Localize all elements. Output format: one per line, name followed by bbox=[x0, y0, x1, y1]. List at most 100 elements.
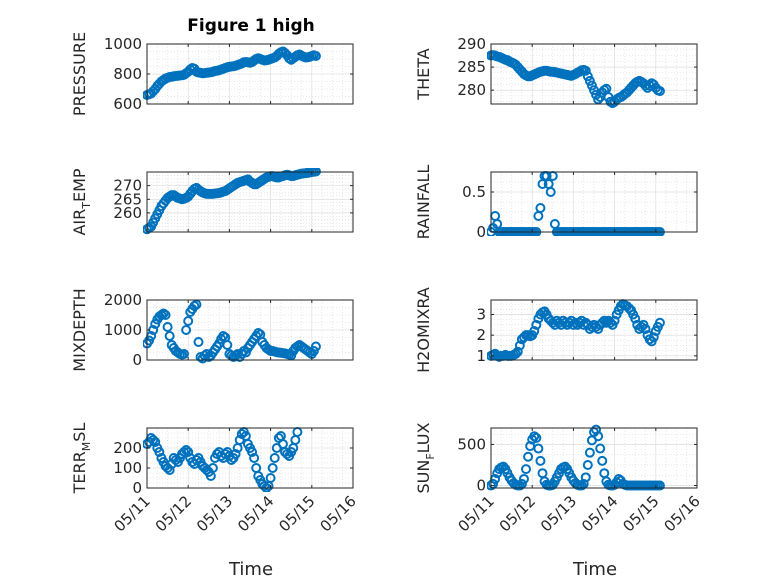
subplot-theta: 280 285 290 THETA bbox=[414, 35, 698, 108]
x-tick-label: 05/14 bbox=[234, 492, 277, 535]
data-point bbox=[269, 453, 280, 463]
data-point bbox=[521, 464, 532, 475]
x-tick-label: 05/13 bbox=[537, 492, 580, 535]
data-point bbox=[150, 437, 161, 447]
subplot-mixdepth: 0 1000 2000 MIXDEPTH bbox=[70, 288, 354, 372]
y-tick-label: 100 bbox=[113, 459, 142, 477]
data-point bbox=[630, 313, 641, 324]
axes-box bbox=[490, 171, 698, 233]
data-series bbox=[143, 46, 321, 100]
data-point bbox=[597, 455, 608, 466]
y-tick-label: 270 bbox=[113, 177, 142, 195]
x-tick-label: 05/11 bbox=[111, 492, 154, 535]
data-point bbox=[183, 447, 194, 457]
x-tick-label: 05/12 bbox=[496, 492, 539, 535]
subplot-rainfall: 0 0.5 RAINFALL bbox=[414, 165, 698, 241]
data-point bbox=[230, 449, 241, 459]
y-axis-label: RAINFALL bbox=[414, 165, 433, 240]
data-point bbox=[181, 325, 192, 335]
data-point bbox=[193, 337, 204, 347]
y-tick-label: 0 bbox=[132, 351, 142, 369]
data-point bbox=[518, 473, 529, 484]
data-point bbox=[593, 94, 604, 105]
data-point bbox=[595, 443, 606, 454]
data-point bbox=[222, 340, 233, 350]
data-point bbox=[545, 187, 556, 197]
data-point bbox=[523, 451, 534, 462]
data-point bbox=[609, 315, 620, 326]
data-point bbox=[529, 326, 540, 337]
subplot-h2omixra: 1 2 3 H2OMIXRA bbox=[414, 287, 698, 373]
data-point bbox=[582, 459, 593, 470]
data-point bbox=[533, 443, 544, 454]
data-point bbox=[599, 315, 610, 326]
y-tick-label: 0 bbox=[132, 479, 142, 497]
y-tick-label: 3 bbox=[476, 305, 486, 323]
y-tick-label: 0 bbox=[476, 223, 486, 241]
data-point bbox=[644, 80, 655, 91]
data-point bbox=[183, 316, 194, 326]
subplot-pressure: 600 800 1000 PRESSURE bbox=[70, 32, 354, 116]
data-point bbox=[584, 447, 595, 458]
data-point bbox=[654, 86, 665, 97]
x-tick-label: 05/12 bbox=[152, 492, 195, 535]
x-tick-label: 05/16 bbox=[661, 492, 704, 535]
data-point bbox=[582, 71, 593, 82]
data-point bbox=[514, 340, 525, 351]
data-point bbox=[529, 431, 540, 442]
y-tick-label: 2 bbox=[476, 326, 486, 344]
data-point bbox=[512, 346, 523, 357]
data-point bbox=[586, 80, 597, 91]
data-point bbox=[259, 481, 270, 491]
data-point bbox=[640, 323, 651, 334]
data-point bbox=[148, 435, 159, 445]
y-tick-label: 1000 bbox=[104, 321, 142, 339]
data-point bbox=[535, 455, 546, 466]
data-point bbox=[179, 349, 190, 359]
y-tick-label: 0 bbox=[476, 477, 486, 495]
data-series bbox=[487, 424, 665, 491]
figure-title: Figure 1 high bbox=[187, 16, 315, 36]
x-axis-label-right: Time bbox=[572, 559, 617, 580]
y-tick-label: 260 bbox=[113, 204, 142, 222]
x-tick-label: 05/15 bbox=[619, 492, 662, 535]
y-axis-label: THETA bbox=[414, 48, 433, 100]
y-axis-label: MIXDEPTH bbox=[70, 288, 89, 371]
data-point bbox=[164, 465, 175, 475]
data-point bbox=[531, 319, 542, 330]
axes-box bbox=[490, 299, 698, 361]
x-tick-label: 05/16 bbox=[317, 492, 360, 535]
x-axis-label-left: Time bbox=[228, 559, 273, 580]
data-point bbox=[267, 463, 278, 473]
data-point bbox=[207, 463, 218, 473]
data-point bbox=[265, 473, 276, 483]
y-tick-label: 1000 bbox=[104, 35, 142, 53]
x-tick-label: 05/13 bbox=[193, 492, 236, 535]
axes-box bbox=[146, 171, 354, 233]
data-point bbox=[568, 319, 579, 330]
y-axis-label: H2OMIXRA bbox=[414, 287, 433, 373]
y-tick-label: 2000 bbox=[104, 291, 142, 309]
data-point bbox=[310, 51, 321, 61]
data-point bbox=[310, 168, 321, 177]
y-tick-label: 285 bbox=[457, 58, 486, 76]
y-axis-label: TERRMSL bbox=[70, 423, 93, 495]
data-point bbox=[593, 431, 604, 442]
y-tick-label: 0.5 bbox=[462, 183, 486, 201]
data-point bbox=[580, 65, 591, 76]
data-point bbox=[584, 75, 595, 86]
y-tick-label: 1 bbox=[476, 347, 486, 365]
data-point bbox=[531, 432, 542, 443]
y-axis-label: SUNFLUX bbox=[414, 422, 437, 493]
data-point bbox=[181, 445, 192, 455]
data-point bbox=[576, 480, 587, 491]
data-point bbox=[654, 317, 665, 328]
data-point bbox=[162, 322, 173, 332]
axes-box bbox=[490, 43, 698, 105]
y-tick-label: 800 bbox=[113, 65, 142, 83]
y-axis-label: AIRTEMP bbox=[70, 168, 93, 235]
